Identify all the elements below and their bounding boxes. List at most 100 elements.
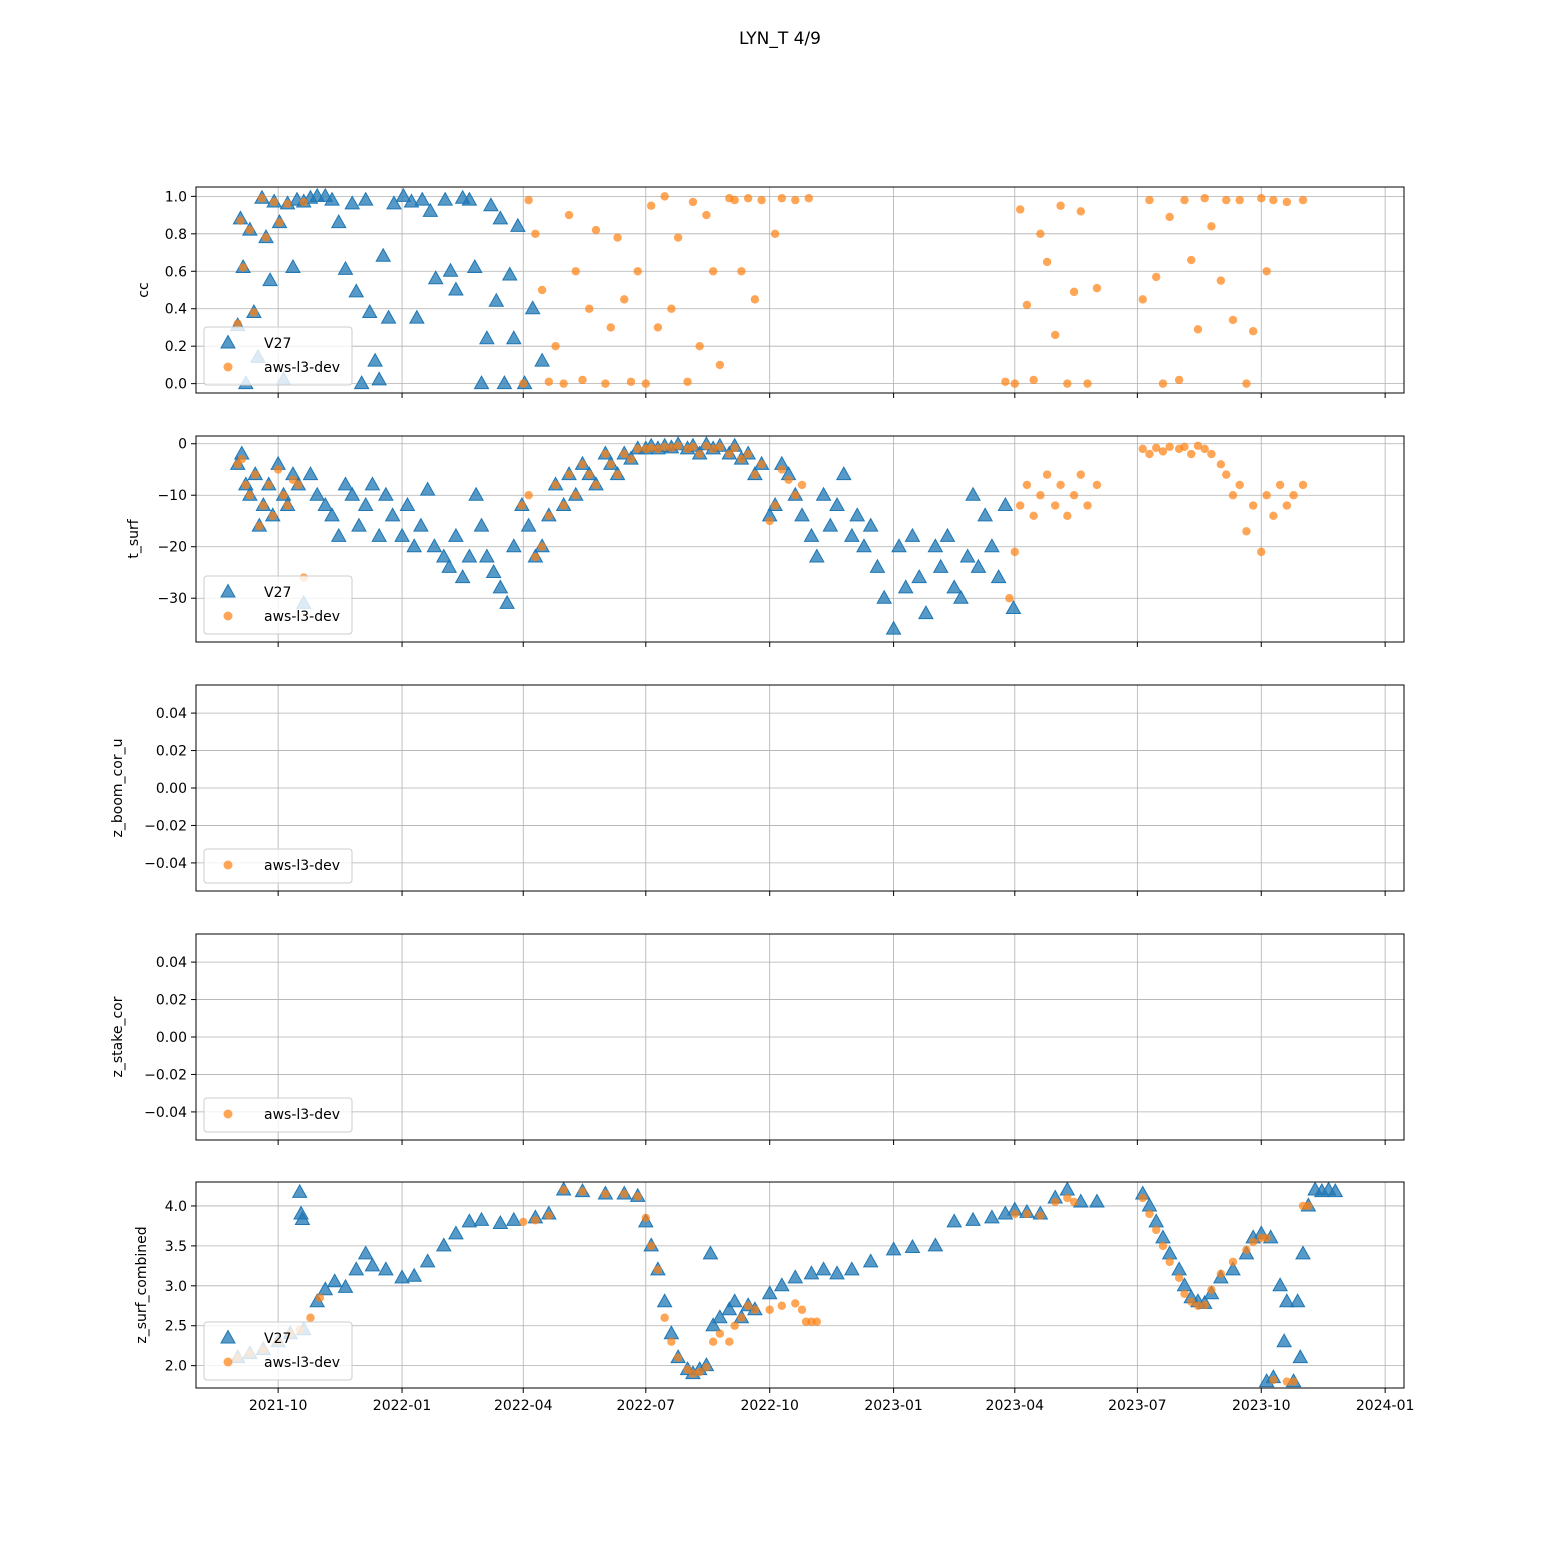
data-point [633, 1192, 642, 1201]
data-point [315, 1293, 325, 1302]
data-point [939, 527, 956, 542]
y-tick-label: 4.0 [165, 1199, 187, 1215]
data-point [367, 352, 383, 367]
data-point [283, 501, 292, 510]
y-tick-label: 0.4 [165, 302, 187, 318]
data-point [715, 360, 725, 370]
data-point [1248, 327, 1258, 336]
data-point [702, 1245, 719, 1260]
data-point [330, 214, 347, 229]
data-point [324, 507, 340, 522]
data-point [927, 538, 944, 553]
data-point [291, 1183, 308, 1198]
data-point [750, 470, 760, 479]
data-point [1152, 272, 1161, 282]
data-point [737, 267, 746, 276]
data-point [399, 497, 416, 512]
data-point [337, 476, 354, 491]
data-point [1165, 1257, 1174, 1267]
data-point [519, 1217, 528, 1227]
data-point [1015, 501, 1025, 510]
data-point [1289, 491, 1298, 500]
data-point [1235, 480, 1244, 490]
data-point [1275, 480, 1285, 490]
data-point [426, 538, 443, 553]
data-point [1257, 194, 1266, 203]
data-point [688, 442, 698, 452]
data-point [448, 1225, 464, 1240]
data-point [646, 1241, 656, 1251]
data-point [812, 1317, 822, 1326]
data-point [1228, 1257, 1238, 1267]
data-point [1059, 1182, 1076, 1196]
data-point [663, 1325, 680, 1340]
data-point [626, 377, 636, 386]
y-tick-label: −0.04 [144, 856, 187, 872]
data-point [269, 197, 279, 207]
data-point [330, 527, 347, 542]
data-point [285, 259, 301, 274]
data-point [517, 501, 527, 510]
data-point [394, 527, 410, 542]
data-point [233, 319, 242, 328]
data-point [1056, 480, 1065, 490]
data-point [1076, 470, 1085, 479]
data-point [1171, 1261, 1187, 1276]
data-point [361, 303, 378, 318]
data-point [442, 262, 459, 277]
data-point [403, 193, 420, 208]
y-tick-label: 0.04 [156, 955, 187, 971]
data-point [1276, 1333, 1292, 1348]
data-point [466, 259, 483, 274]
data-point [1193, 1301, 1203, 1310]
data-point [283, 199, 292, 209]
data-point [238, 263, 248, 272]
data-point [1145, 1209, 1154, 1219]
data-point [927, 1237, 944, 1252]
data-point [473, 375, 490, 390]
data-point [1056, 201, 1065, 210]
data-point [559, 501, 568, 510]
data-point [1036, 1211, 1045, 1220]
data-point [1248, 1237, 1258, 1247]
data-point [613, 233, 622, 242]
data-point [965, 486, 981, 501]
data-point [730, 1321, 739, 1330]
data-point [1269, 195, 1278, 205]
data-point [324, 191, 340, 206]
data-point [378, 1261, 394, 1276]
data-point [743, 194, 753, 203]
data-point [705, 1317, 721, 1332]
y-axis-label: z_stake_cor [110, 996, 126, 1077]
data-point [531, 1216, 540, 1225]
data-point [479, 548, 495, 563]
data-point [435, 548, 452, 563]
x-tick-label: 2023-07 [1108, 1398, 1167, 1414]
legend: V27 aws-l3-dev [203, 575, 353, 635]
data-point [585, 470, 594, 479]
data-point [765, 1305, 774, 1314]
data-point [422, 202, 439, 217]
y-tick-label: 0.00 [156, 1030, 187, 1046]
data-point [531, 552, 540, 562]
data-point [1063, 511, 1072, 521]
data-point [797, 480, 807, 490]
legend-marker [223, 860, 233, 870]
data-point [953, 589, 969, 604]
data-point [279, 491, 288, 500]
data-point [1083, 501, 1092, 510]
legend-label: aws-l3-dev [264, 1355, 340, 1371]
data-point [1269, 1375, 1278, 1385]
data-point [777, 194, 787, 203]
data-point [673, 233, 683, 242]
data-point [688, 197, 698, 207]
data-point [1216, 1269, 1226, 1279]
data-point [660, 1313, 669, 1322]
data-point [448, 527, 464, 542]
data-point [371, 371, 388, 386]
data-point [606, 323, 615, 332]
data-point [791, 1299, 800, 1308]
legend-label: aws-l3-dev [264, 1107, 340, 1123]
data-point [551, 480, 560, 490]
data-point [473, 1211, 490, 1226]
